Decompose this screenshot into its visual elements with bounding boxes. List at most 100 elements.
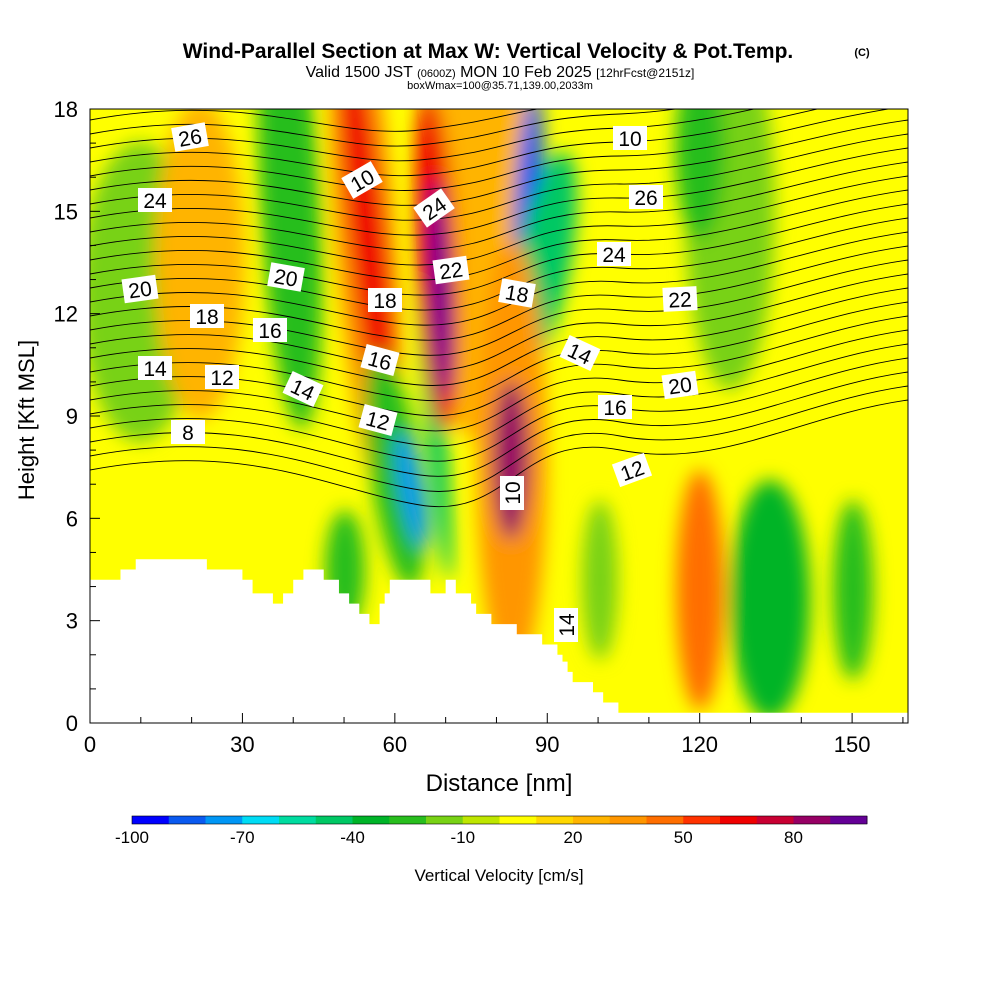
contour-label: 20: [267, 262, 305, 292]
contour-label-text: 22: [438, 258, 464, 284]
colorbar-swatch: [609, 816, 647, 824]
colorbar-swatch: [646, 816, 684, 824]
colorbar-swatch: [352, 816, 390, 824]
x-tick-label: 90: [535, 732, 559, 757]
contour-label-text: 20: [667, 373, 693, 399]
isentrope-line: [90, 301, 908, 402]
contour-label: 10: [341, 161, 383, 199]
colorbar-swatch: [462, 816, 500, 824]
isentrope-line: [90, 109, 679, 147]
colorbar-swatch: [315, 816, 353, 824]
velocity-region: [833, 500, 873, 680]
contour-label: 8: [171, 420, 205, 445]
contour-label: 24: [138, 188, 172, 213]
chart-title: Wind-Parallel Section at Max W: Vertical…: [183, 40, 794, 63]
contour-label-text: 12: [210, 367, 233, 390]
x-axis-label: Distance [nm]: [426, 770, 573, 797]
colorbar-swatch: [279, 816, 317, 824]
isentrope-line: [90, 357, 908, 462]
y-tick-label: 15: [54, 199, 78, 224]
contour-label: 14: [554, 608, 579, 642]
contour-label: 12: [205, 365, 239, 390]
contour-label-text: 10: [502, 481, 525, 504]
velocity-region: [0, 0, 88, 280]
x-tick-label: 60: [383, 732, 407, 757]
x-tick-label: 30: [230, 732, 254, 757]
contour-label: 26: [171, 122, 209, 152]
contour-label: 16: [598, 395, 632, 420]
velocity-region: [257, 109, 323, 430]
y-tick-label: 0: [66, 711, 78, 736]
colorbar-swatch: [499, 816, 537, 824]
contour-label-text: 14: [556, 613, 579, 637]
colorbar-swatch: [573, 816, 611, 824]
isentrope-line: [90, 189, 908, 281]
isentrope-line: [90, 109, 757, 162]
colorbar-tick-label: 20: [564, 828, 583, 847]
velocity-region: [428, 180, 452, 400]
colorbar-tick-label: -10: [450, 828, 475, 847]
y-axis-label: Height [Kft MSL]: [14, 340, 39, 500]
y-tick-label: 3: [66, 609, 78, 634]
contour-label: 24: [597, 242, 631, 267]
contour-label: 18: [368, 288, 402, 313]
colorbar-swatch: [536, 816, 574, 824]
chart-subtitle-box: boxWmax=100@35.71,139.00,2033m: [407, 80, 593, 92]
isentrope-line: [90, 161, 908, 251]
colorbar-swatch: [793, 816, 831, 824]
colorbar-swatch: [205, 816, 243, 824]
colorbar-swatch: [756, 816, 794, 824]
contour-label-text: 22: [668, 288, 693, 312]
chart-subtitle: Valid 1500 JST (0600Z) MON 10 Feb 2025 […: [306, 64, 695, 81]
colorbar-tick-label: -100: [115, 828, 149, 847]
y-tick-label: 18: [54, 97, 78, 122]
isentrope-line: [90, 371, 908, 477]
contour-label-text: 24: [602, 244, 626, 267]
isentrope-line: [90, 329, 908, 432]
colorbar-tick-label: -40: [340, 828, 365, 847]
contour-label-text: 20: [127, 277, 153, 303]
isentrope-line: [90, 287, 908, 386]
velocity-region: [396, 430, 428, 550]
velocity-region: [675, 109, 725, 240]
contour-label-text: 16: [603, 397, 626, 420]
colorbar-tick-label: 80: [784, 828, 803, 847]
contour-label: 18: [498, 278, 536, 308]
isentrope-line: [90, 315, 908, 417]
contour-label: 14: [138, 356, 172, 381]
contour-label-text: 10: [618, 128, 641, 151]
isentrope-line: [90, 133, 908, 221]
colorbar-label: Vertical Velocity [cm/s]: [414, 866, 583, 885]
isentrope-line: [90, 109, 820, 177]
x-tick-label: 0: [84, 732, 96, 757]
isentrope-line: [90, 119, 908, 206]
colorbar-swatch: [168, 816, 206, 824]
colorbar-swatch: [830, 816, 868, 824]
contour-label-text: 8: [182, 422, 194, 445]
contour-label: 22: [432, 255, 470, 284]
colorbar-tick-label: 50: [674, 828, 693, 847]
contour-label-text: 18: [373, 290, 396, 313]
contour-label: 10: [500, 476, 525, 510]
isentrope-line: [90, 147, 908, 236]
isentrope-line: [90, 175, 908, 266]
y-tick-label: 6: [66, 506, 78, 531]
colorbar-swatch: [132, 816, 170, 824]
contour-label: 10: [613, 126, 647, 151]
colorbar-swatch: [242, 816, 280, 824]
isentrope-line: [90, 385, 908, 492]
contour-label: 16: [253, 318, 287, 343]
contour-label: 16: [360, 344, 400, 376]
contour-label: 20: [121, 274, 159, 303]
contour-label-text: 14: [143, 358, 167, 381]
x-tick-label: 150: [834, 732, 871, 757]
isentrope-line: [90, 109, 892, 191]
contour-label-text: 20: [272, 265, 299, 292]
contour-label: 12: [358, 404, 398, 436]
isentrope-line: [90, 245, 908, 341]
x-tick-label: 120: [681, 732, 718, 757]
contour-label-text: 24: [143, 190, 167, 213]
terrain-mask: [90, 559, 908, 723]
contour-label: 18: [190, 304, 224, 329]
